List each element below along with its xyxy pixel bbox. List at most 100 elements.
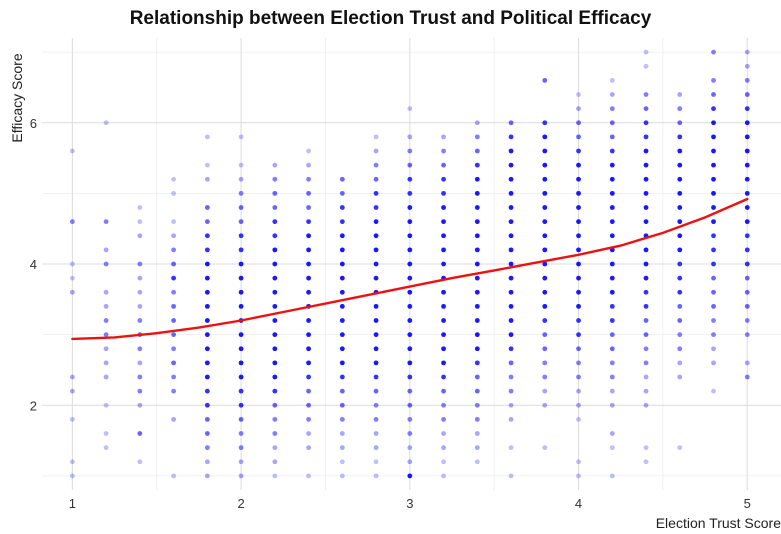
data-point [339, 374, 345, 380]
data-point [643, 219, 649, 225]
data-point [171, 360, 177, 366]
data-point [508, 332, 514, 338]
data-point [137, 459, 143, 465]
data-point [744, 92, 750, 97]
data-point [576, 205, 581, 210]
data-point [373, 459, 379, 465]
data-point [441, 374, 446, 380]
data-point [373, 431, 379, 436]
data-point [306, 402, 311, 408]
data-point [576, 303, 581, 309]
data-point [306, 233, 311, 239]
data-point [542, 318, 548, 323]
data-point [643, 289, 649, 295]
data-point [272, 176, 278, 182]
x-tick-label: 2 [237, 496, 244, 511]
data-point [69, 261, 75, 267]
data-point [744, 332, 750, 338]
data-point [171, 318, 177, 323]
data-point [677, 374, 683, 380]
data-point [677, 233, 683, 239]
data-point [643, 63, 649, 69]
data-point [171, 374, 177, 380]
data-point [609, 332, 615, 338]
data-point [373, 219, 379, 225]
data-point [474, 346, 480, 352]
data-point [407, 431, 413, 436]
data-point [677, 205, 683, 210]
data-point [272, 374, 278, 380]
data-point [306, 162, 311, 168]
data-point [508, 275, 514, 281]
data-point [238, 416, 244, 422]
data-point [744, 77, 750, 83]
data-point [542, 176, 548, 182]
data-point [407, 190, 413, 196]
data-point [373, 190, 379, 196]
data-point [441, 318, 446, 323]
data-point [407, 303, 413, 309]
data-point [373, 148, 379, 154]
data-point [643, 120, 649, 126]
data-point [677, 162, 683, 168]
data-point [171, 416, 177, 422]
data-point [744, 247, 750, 253]
data-point [609, 374, 615, 380]
data-point [373, 134, 379, 140]
data-point [576, 473, 581, 479]
data-point [677, 261, 683, 267]
data-point [677, 318, 683, 323]
data-point [677, 445, 683, 451]
data-point [508, 134, 514, 140]
data-point [171, 303, 177, 309]
data-point [103, 346, 109, 352]
data-point [508, 247, 514, 253]
data-point [542, 388, 548, 394]
data-point [373, 388, 379, 394]
x-tick-label: 4 [575, 496, 582, 511]
data-point [474, 332, 480, 338]
data-point [339, 176, 345, 182]
data-point [373, 261, 379, 267]
data-point [441, 473, 446, 479]
data-point [508, 219, 514, 225]
data-point [441, 303, 446, 309]
data-point [373, 275, 379, 281]
data-point [711, 219, 716, 225]
data-point [542, 148, 548, 154]
data-point [643, 346, 649, 352]
data-point [373, 416, 379, 422]
data-point [306, 473, 311, 479]
data-point [542, 346, 548, 352]
data-point [238, 176, 244, 182]
data-point [306, 289, 311, 295]
data-point [711, 134, 716, 140]
data-point [69, 459, 75, 465]
data-point [576, 219, 581, 225]
data-point [238, 402, 244, 408]
data-point [609, 261, 615, 267]
data-point [272, 346, 278, 352]
data-point [171, 332, 177, 338]
data-point [441, 261, 446, 267]
data-point [238, 247, 244, 253]
data-point [407, 332, 413, 338]
data-point [609, 233, 615, 239]
data-point [474, 388, 480, 394]
chart-title: Relationship between Election Trust and … [129, 8, 652, 29]
data-point [238, 303, 244, 309]
data-point [339, 247, 345, 253]
data-point [306, 332, 311, 338]
data-point [744, 162, 750, 168]
data-point [339, 275, 345, 281]
data-point [103, 303, 109, 309]
data-point [711, 190, 716, 196]
data-point [272, 416, 278, 422]
data-point [272, 162, 278, 168]
data-point [576, 92, 581, 97]
data-point [171, 247, 177, 253]
data-point [373, 445, 379, 451]
data-point [711, 360, 716, 366]
data-point [204, 332, 210, 338]
